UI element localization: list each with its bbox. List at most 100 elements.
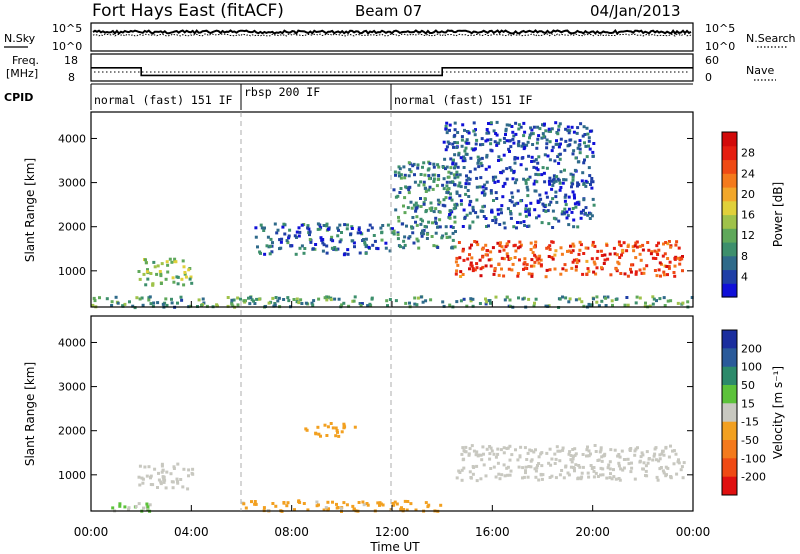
heatmap-cell	[523, 224, 527, 227]
heatmap-cell	[424, 190, 428, 193]
heatmap-cell	[591, 243, 595, 247]
heatmap-cell	[489, 142, 493, 146]
heatmap-cell	[473, 133, 477, 137]
heatmap-cell	[484, 253, 488, 257]
heatmap-cell	[445, 121, 449, 125]
heatmap-cell	[590, 303, 594, 307]
heatmap-cell	[304, 301, 308, 305]
heatmap-cell	[484, 297, 487, 301]
heatmap-cell	[451, 238, 455, 242]
heatmap-cell	[352, 508, 356, 512]
heatmap-cell	[475, 138, 479, 142]
heatmap-cell	[321, 238, 325, 241]
heatmap-cell	[554, 121, 558, 125]
heatmap-cell	[468, 267, 471, 271]
heatmap-cell	[547, 255, 551, 258]
heatmap-cell	[563, 195, 567, 199]
heatmap-cell	[459, 156, 463, 160]
heatmap-cell	[665, 265, 669, 268]
heatmap-cell	[352, 241, 356, 245]
heatmap-cell	[440, 236, 444, 240]
heatmap-cell	[512, 134, 516, 138]
heatmap-cell	[607, 463, 611, 467]
heatmap-cell	[448, 235, 452, 239]
cpid-segment-2: rbsp 200 IF	[244, 85, 320, 99]
heatmap-cell	[527, 209, 531, 213]
heatmap-cell	[548, 140, 552, 144]
heatmap-cell	[571, 448, 575, 451]
heatmap-cell	[326, 508, 330, 512]
heatmap-cell	[548, 158, 552, 162]
heatmap-cell	[247, 296, 250, 300]
heatmap-cell	[471, 220, 475, 224]
heatmap-cell	[548, 182, 552, 186]
heatmap-cell	[567, 207, 571, 211]
heatmap-cell	[455, 173, 459, 177]
heatmap-cell	[277, 296, 281, 300]
freq-trace	[91, 67, 693, 77]
heatmap-cell	[589, 452, 592, 456]
heatmap-cell	[370, 297, 374, 301]
heatmap-cell	[516, 274, 520, 278]
heatmap-cell	[497, 141, 501, 145]
heatmap-cell	[497, 472, 501, 476]
heatmap-cell	[621, 468, 625, 472]
heatmap-cell	[617, 240, 621, 244]
heatmap-cell	[517, 296, 520, 300]
heatmap-cell	[498, 223, 502, 226]
heatmap-cell	[465, 304, 469, 308]
heatmap-cell	[502, 446, 506, 450]
heatmap-cell	[507, 240, 511, 244]
heatmap-cell	[532, 264, 536, 268]
heatmap-cell	[571, 457, 575, 461]
heatmap-cell	[409, 170, 413, 174]
heatmap-cell	[495, 133, 499, 137]
heatmap-cell	[453, 220, 457, 224]
heatmap-cell	[559, 246, 563, 250]
heatmap-cell	[590, 257, 594, 261]
heatmap-cell	[422, 232, 426, 236]
heatmap-cell	[574, 452, 578, 456]
heatmap-cell	[289, 244, 293, 248]
heatmap-cell	[461, 247, 465, 251]
heatmap-cell	[481, 255, 485, 259]
heatmap-cell	[557, 128, 561, 132]
colorbar-segment	[722, 283, 737, 298]
heatmap-cell	[582, 181, 586, 185]
y-tick-label: 2000	[58, 221, 86, 234]
heatmap-cell	[397, 215, 400, 219]
heatmap-cell	[578, 139, 582, 143]
heatmap-cell	[516, 246, 520, 250]
heatmap-cell	[489, 446, 493, 450]
heatmap-cell	[419, 197, 422, 200]
heatmap-cell	[432, 162, 436, 166]
heatmap-cell	[453, 164, 457, 168]
heatmap-cell	[456, 165, 460, 169]
heatmap-cell	[171, 276, 175, 280]
heatmap-cell	[435, 184, 439, 188]
heatmap-cell	[671, 449, 674, 453]
heatmap-cell	[584, 211, 588, 215]
heatmap-cell	[681, 269, 684, 273]
heatmap-cell	[144, 283, 148, 287]
heatmap-cell	[534, 158, 538, 162]
heatmap-cell	[558, 449, 562, 453]
heatmap-cell	[494, 175, 498, 179]
heatmap-cell	[487, 165, 491, 169]
heatmap-cell	[587, 475, 591, 479]
cpid-panel: CPID normal (fast) 151 IF rbsp 200 IF no…	[4, 83, 693, 110]
heatmap-cell	[338, 223, 342, 227]
heatmap-cell	[458, 194, 462, 198]
heatmap-cell	[485, 180, 489, 184]
heatmap-cell	[343, 425, 347, 429]
heatmap-cell	[630, 263, 633, 267]
heatmap-cell	[544, 209, 548, 213]
heatmap-cell	[145, 270, 149, 274]
heatmap-cell	[583, 141, 586, 145]
heatmap-cell	[677, 458, 680, 462]
heatmap-cell	[499, 207, 503, 211]
heatmap-cell	[416, 239, 420, 243]
heatmap-cell	[153, 467, 157, 471]
heatmap-cell	[622, 241, 626, 245]
heatmap-cell	[487, 224, 490, 228]
